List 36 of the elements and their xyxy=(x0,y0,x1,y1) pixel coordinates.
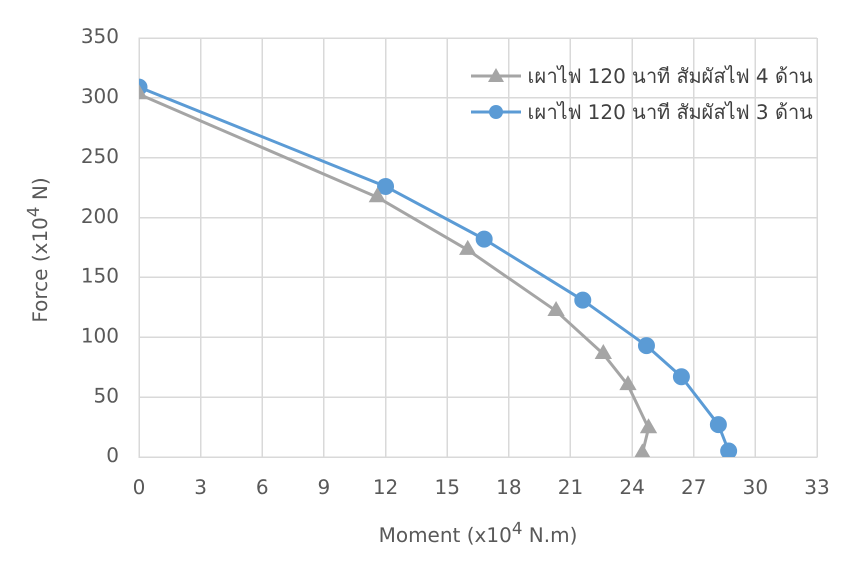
y-tick-label: 0 xyxy=(106,443,119,468)
y-tick-label: 100 xyxy=(80,323,119,348)
point xyxy=(620,376,636,390)
point xyxy=(640,420,656,434)
x-tick-label: 30 xyxy=(742,475,768,500)
point xyxy=(476,230,493,248)
x-axis-title: Moment (x10$^{4}$ N.m) xyxy=(378,519,578,547)
point xyxy=(460,241,476,255)
x-tick-label: 33 xyxy=(804,475,830,500)
x-tick-label: 24 xyxy=(619,475,645,500)
y-tick-label: 300 xyxy=(80,84,119,108)
x-tick-label: 3 xyxy=(194,475,208,500)
point xyxy=(574,292,592,309)
x-tick-label: 21 xyxy=(558,475,584,500)
y-tick-label: 250 xyxy=(80,144,119,168)
y-tick-label: 150 xyxy=(80,264,119,288)
x-tick-label: 15 xyxy=(434,475,460,500)
point xyxy=(638,337,655,354)
point xyxy=(672,368,690,386)
y-tick-label: 50 xyxy=(94,383,119,408)
x-tick-label: 18 xyxy=(496,475,522,500)
point xyxy=(548,302,564,316)
legend-label: เผาไฟ 120 นาที สัมผัสไฟ 4 ด้าน xyxy=(527,63,813,90)
x-tick-label: 9 xyxy=(318,475,330,500)
x-tick-label: 12 xyxy=(372,475,398,500)
y-tick-label: 200 xyxy=(80,204,119,228)
point xyxy=(377,178,394,195)
point xyxy=(634,444,650,457)
x-tick-label: 6 xyxy=(256,475,269,500)
point xyxy=(596,346,611,360)
legend-label: เผาไฟ 120 นาที สัมผัสไฟ 3 ด้าน xyxy=(527,99,813,126)
point xyxy=(720,442,738,457)
y-tick-label: 350 xyxy=(80,24,119,48)
point xyxy=(370,188,385,202)
x-tick-label: 27 xyxy=(681,475,706,500)
x-tick-label: 0 xyxy=(132,475,146,500)
